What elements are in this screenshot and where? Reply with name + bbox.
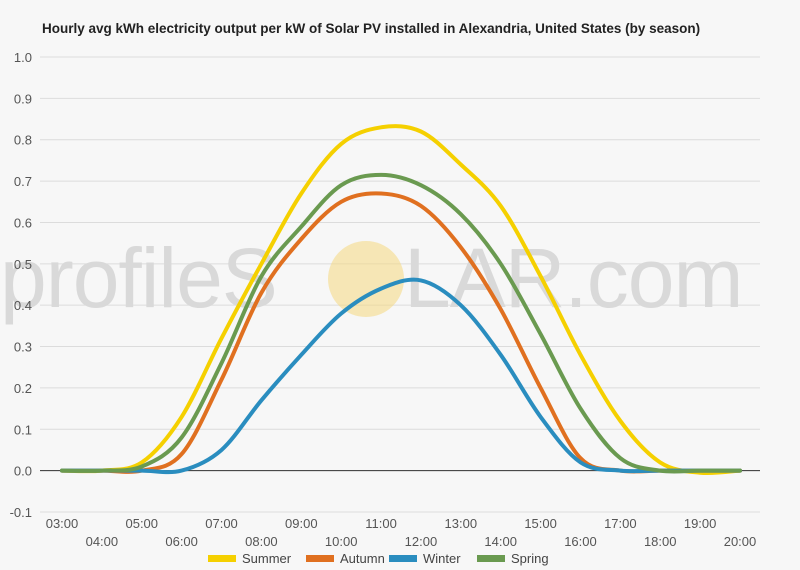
x-tick-label: 08:00 (245, 534, 278, 549)
x-tick-label: 13:00 (445, 516, 478, 531)
legend-label: Autumn (340, 551, 385, 566)
legend-label: Spring (511, 551, 549, 566)
legend-item-winter[interactable]: Winter (389, 551, 461, 566)
legend-swatch (389, 555, 417, 562)
x-tick-label: 09:00 (285, 516, 318, 531)
x-tick-label: 11:00 (365, 516, 397, 531)
x-tick-label: 16:00 (564, 534, 597, 549)
y-tick-label: 0.4 (14, 298, 32, 313)
y-tick-label: 0.7 (14, 174, 32, 189)
y-tick-label: 0.3 (14, 340, 32, 355)
watermark-text-right: LAR.com (404, 231, 742, 325)
legend-swatch (306, 555, 334, 562)
x-tick-label: 04:00 (86, 534, 119, 549)
y-tick-label: 0.0 (14, 464, 32, 479)
y-tick-label: 0.8 (14, 133, 32, 148)
x-tick-label: 05:00 (125, 516, 158, 531)
series-lines (60, 124, 742, 476)
legend-item-spring[interactable]: Spring (477, 551, 549, 566)
legend-label: Winter (423, 551, 461, 566)
y-tick-label: -0.1 (10, 505, 32, 520)
watermark-sun-icon (328, 241, 404, 317)
y-tick-label: 0.9 (14, 91, 32, 106)
legend-swatch (208, 555, 236, 562)
watermark: profileS LAR.com (0, 231, 743, 325)
legend-item-summer[interactable]: Summer (208, 551, 292, 566)
y-tick-label: 0.2 (14, 381, 32, 396)
series-line-spring (60, 172, 742, 474)
watermark-text-left: profileS (0, 231, 277, 325)
x-tick-label: 18:00 (644, 534, 677, 549)
x-tick-label: 07:00 (205, 516, 238, 531)
legend-label: Summer (242, 551, 292, 566)
y-tick-label: 0.5 (14, 257, 32, 272)
series-line-summer (60, 124, 742, 476)
y-axis: 1.0 0.9 0.8 0.7 0.6 0.5 0.4 0.3 0.2 0.1 0.0 -0.1 (10, 50, 32, 520)
y-tick-label: 0.1 (14, 422, 32, 437)
x-axis: 03:00 05:00 07:00 09:00 11:00 13:00 15:00 17:00… (46, 516, 757, 549)
series-line-winter (60, 277, 742, 475)
x-tick-label: 06:00 (165, 534, 198, 549)
x-tick-label: 10:00 (325, 534, 358, 549)
x-tick-label: 15:00 (524, 516, 557, 531)
x-tick-label: 17:00 (604, 516, 637, 531)
x-tick-label: 12:00 (405, 534, 438, 549)
legend-item-autumn[interactable]: Autumn (306, 551, 385, 566)
y-tick-label: 0.6 (14, 215, 32, 230)
x-tick-label: 20:00 (724, 534, 757, 549)
chart-title: Hourly avg kWh electricity output per kW… (42, 21, 700, 36)
x-tick-label: 03:00 (46, 516, 79, 531)
x-tick-label: 19:00 (684, 516, 717, 531)
x-tick-label: 14:00 (484, 534, 517, 549)
legend-swatch (477, 555, 505, 562)
y-tick-label: 1.0 (14, 50, 32, 65)
legend[interactable]: Summer Autumn Winter Spring (208, 551, 549, 566)
